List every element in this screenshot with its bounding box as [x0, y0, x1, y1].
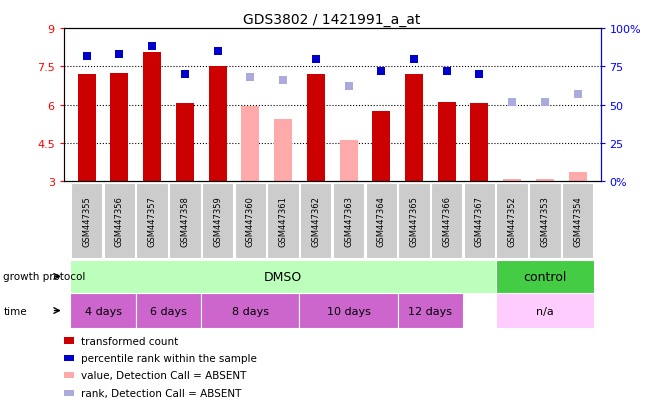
Bar — [70, 293, 136, 328]
Text: GSM447361: GSM447361 — [278, 196, 288, 246]
FancyBboxPatch shape — [136, 183, 168, 259]
Text: 4 days: 4 days — [85, 306, 121, 316]
Bar — [437, 103, 456, 182]
FancyBboxPatch shape — [202, 183, 234, 259]
Bar — [242, 107, 259, 182]
Text: n/a: n/a — [536, 306, 554, 316]
Text: GSM447367: GSM447367 — [475, 195, 484, 247]
Bar — [111, 74, 128, 182]
Text: 6 days: 6 days — [150, 306, 187, 316]
Bar — [201, 293, 299, 328]
Text: GSM447353: GSM447353 — [540, 196, 550, 246]
FancyBboxPatch shape — [235, 183, 266, 259]
FancyBboxPatch shape — [366, 183, 397, 259]
FancyBboxPatch shape — [464, 183, 495, 259]
FancyBboxPatch shape — [267, 183, 299, 259]
Text: GSM447354: GSM447354 — [573, 196, 582, 246]
Bar — [176, 104, 194, 182]
FancyBboxPatch shape — [399, 183, 429, 259]
Bar — [405, 75, 423, 182]
Text: control: control — [523, 270, 566, 283]
Bar — [209, 67, 227, 182]
Text: transformed count: transformed count — [81, 336, 178, 346]
Text: GSM447356: GSM447356 — [115, 196, 124, 246]
FancyBboxPatch shape — [529, 183, 560, 259]
Bar — [496, 260, 594, 293]
Text: GSM447360: GSM447360 — [246, 196, 255, 246]
Bar — [568, 173, 586, 182]
Text: GSM447362: GSM447362 — [311, 196, 320, 246]
Bar — [536, 179, 554, 182]
Text: rank, Detection Call = ABSENT: rank, Detection Call = ABSENT — [81, 388, 241, 398]
Bar — [307, 75, 325, 182]
Bar — [470, 104, 488, 182]
Text: GSM447358: GSM447358 — [180, 196, 189, 246]
Text: 10 days: 10 days — [327, 306, 370, 316]
FancyBboxPatch shape — [169, 183, 201, 259]
FancyBboxPatch shape — [104, 183, 135, 259]
Text: GSM447363: GSM447363 — [344, 195, 353, 247]
Text: GSM447359: GSM447359 — [213, 196, 222, 246]
Text: 12 days: 12 days — [409, 306, 452, 316]
FancyBboxPatch shape — [497, 183, 528, 259]
Bar — [70, 260, 496, 293]
Bar — [274, 119, 292, 182]
Text: GSM447352: GSM447352 — [508, 196, 517, 246]
Text: value, Detection Call = ABSENT: value, Detection Call = ABSENT — [81, 370, 246, 380]
FancyBboxPatch shape — [333, 183, 364, 259]
Text: GSM447366: GSM447366 — [442, 195, 451, 247]
Bar — [398, 293, 463, 328]
Text: growth protocol: growth protocol — [3, 272, 86, 282]
Text: time: time — [3, 306, 27, 316]
Bar — [136, 293, 201, 328]
Title: GDS3802 / 1421991_a_at: GDS3802 / 1421991_a_at — [244, 12, 421, 26]
FancyBboxPatch shape — [431, 183, 462, 259]
Bar — [299, 293, 398, 328]
FancyBboxPatch shape — [562, 183, 593, 259]
Text: GSM447364: GSM447364 — [376, 196, 386, 246]
Text: 8 days: 8 days — [231, 306, 269, 316]
Text: GSM447365: GSM447365 — [409, 196, 419, 246]
Text: GSM447357: GSM447357 — [148, 196, 156, 246]
Bar — [496, 293, 594, 328]
Bar — [503, 179, 521, 182]
Text: percentile rank within the sample: percentile rank within the sample — [81, 353, 256, 363]
Text: GSM447355: GSM447355 — [82, 196, 91, 246]
Text: DMSO: DMSO — [264, 270, 302, 283]
Bar — [372, 112, 391, 182]
FancyBboxPatch shape — [300, 183, 331, 259]
Bar — [340, 141, 358, 182]
FancyBboxPatch shape — [71, 183, 103, 259]
Bar — [143, 53, 161, 182]
Bar — [78, 75, 96, 182]
